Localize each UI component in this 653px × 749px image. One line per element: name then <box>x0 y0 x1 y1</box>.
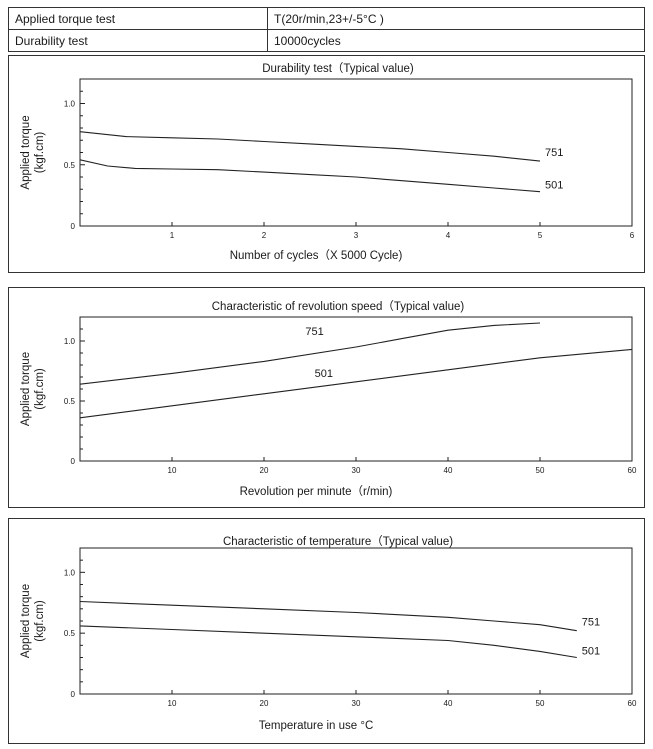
temperature-chart-panel: Characteristic of temperature（Typical va… <box>8 518 645 744</box>
y-axis-label-line: Applied torque <box>20 584 32 658</box>
revolution-speed-chart-panel: Characteristic of revolution speed（Typic… <box>8 287 645 508</box>
series-line-751 <box>79 322 541 385</box>
y-tick-label: 0.5 <box>64 397 76 406</box>
durability-chart: Durability test（Typical value) 1 2 3 4 5 6 0 0.5… <box>20 62 635 262</box>
spec-value: 10000cycles <box>267 29 645 52</box>
series-line-751 <box>79 131 541 162</box>
y-tick-label: 1.0 <box>64 100 76 109</box>
spec-table: Applied torque test T(20r/min,23+/-5°C )… <box>8 7 645 52</box>
chart-title: Characteristic of revolution speed（Typic… <box>212 300 465 313</box>
x-tick-label: 10 <box>168 699 177 708</box>
x-axis-label: Temperature in use °C <box>259 720 374 732</box>
y-tick-label: 1.0 <box>64 568 76 577</box>
durability-chart-panel: Durability test（Typical value) 1 2 3 4 5 6 0 0.5… <box>8 55 645 273</box>
series-line-501 <box>79 348 633 419</box>
y-tick-label: 0 <box>71 222 76 231</box>
series-label-501: 501 <box>315 368 333 380</box>
y-axis-label-line: (kgf.cm) <box>34 368 46 410</box>
x-tick-label: 50 <box>536 699 545 708</box>
plot-frame <box>79 316 633 462</box>
y-axis-label-line: (kgf.cm) <box>34 600 46 642</box>
x-tick-label: 40 <box>444 699 453 708</box>
series-label-751: 751 <box>545 147 563 159</box>
x-tick-label: 10 <box>168 466 177 475</box>
y-axis-label-line: (kgf.cm) <box>34 132 46 174</box>
y-axis-label: Applied torque (kgf.cm) <box>20 115 46 189</box>
x-tick-label: 20 <box>260 466 269 475</box>
series-label-501: 501 <box>582 646 600 658</box>
y-tick-label: 0 <box>71 690 76 699</box>
x-tick-label: 5 <box>538 231 543 240</box>
x-tick-label: 1 <box>170 231 175 240</box>
y-axis-label: Applied torque (kgf.cm) <box>20 584 46 658</box>
plot-frame <box>79 547 633 695</box>
x-tick-label: 2 <box>262 231 267 240</box>
series-label-751: 751 <box>582 617 600 629</box>
series-label-501: 501 <box>545 180 563 192</box>
x-tick-label: 4 <box>446 231 451 240</box>
y-axis-label: Applied torque (kgf.cm) <box>20 352 46 426</box>
x-axis-label: Revolution per minute（r/min) <box>240 485 393 498</box>
x-tick-label: 6 <box>630 231 635 240</box>
x-tick-label: 20 <box>260 699 269 708</box>
y-tick-label: 0.5 <box>64 629 76 638</box>
x-tick-label: 60 <box>628 699 637 708</box>
spec-row-durability: Durability test 10000cycles <box>8 29 645 52</box>
temperature-chart: Characteristic of temperature（Typical va… <box>20 535 637 732</box>
y-tick-label: 0 <box>71 457 76 466</box>
x-tick-label: 60 <box>628 466 637 475</box>
series-line-501 <box>79 159 541 193</box>
series-label-751: 751 <box>305 326 323 338</box>
revolution-speed-chart: Characteristic of revolution speed（Typic… <box>20 300 637 498</box>
y-tick-label: 0.5 <box>64 161 76 170</box>
x-tick-label: 30 <box>352 466 361 475</box>
series-line-751 <box>79 600 577 632</box>
spec-value: T(20r/min,23+/-5°C ) <box>267 7 645 30</box>
chart-title: Durability test（Typical value) <box>262 62 414 75</box>
series-line-501 <box>79 625 577 659</box>
chart-title: Characteristic of temperature（Typical va… <box>223 535 453 548</box>
spec-label: Applied torque test <box>8 7 268 30</box>
x-axis-label: Number of cycles（X 5000 Cycle) <box>230 249 403 262</box>
y-axis-label-line: Applied torque <box>20 115 32 189</box>
spec-row-torque: Applied torque test T(20r/min,23+/-5°C ) <box>8 7 645 30</box>
x-tick-label: 50 <box>536 466 545 475</box>
x-tick-label: 40 <box>444 466 453 475</box>
y-axis-label-line: Applied torque <box>20 352 32 426</box>
x-tick-label: 3 <box>354 231 359 240</box>
spec-label: Durability test <box>8 29 268 52</box>
x-tick-label: 30 <box>352 699 361 708</box>
y-tick-label: 1.0 <box>64 337 76 346</box>
